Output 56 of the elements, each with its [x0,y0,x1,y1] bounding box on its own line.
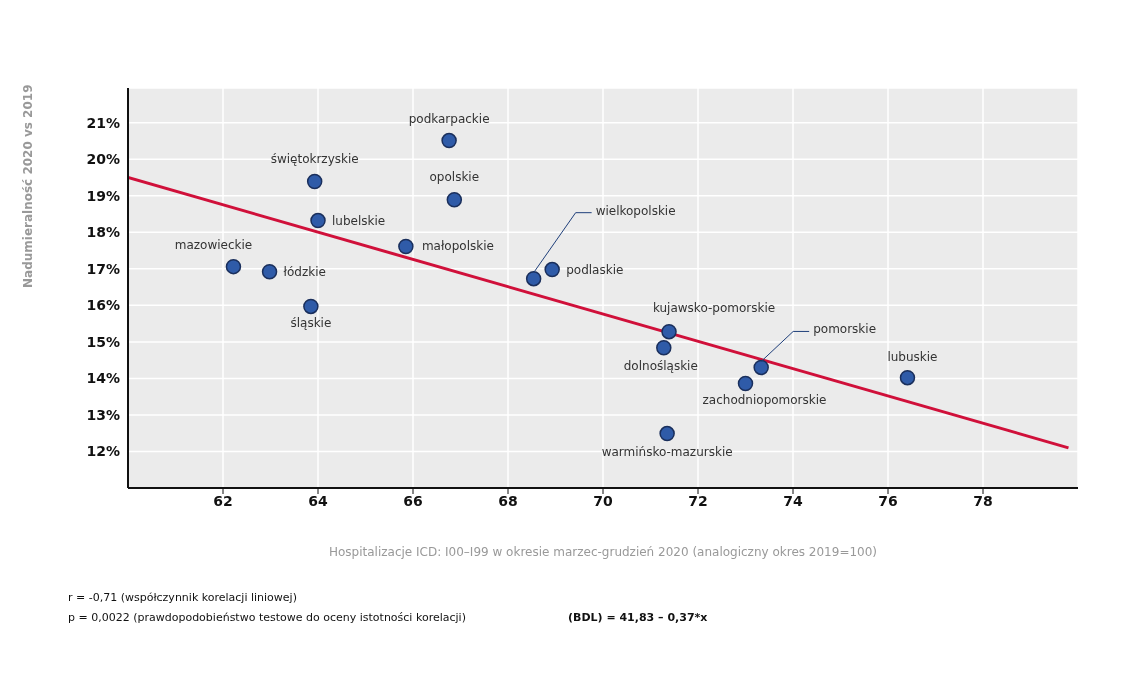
x-tick-label: 72 [688,492,708,509]
point [261,263,278,280]
x-tick-label: 70 [593,492,613,509]
y-tick-label: 14% [86,370,120,387]
y-tick-label: 15% [86,333,120,350]
point [446,192,463,208]
annotation: lubuskie [887,349,938,364]
point [544,261,560,278]
y-tick-label: 13% [86,406,120,423]
y-tick-label: 20% [86,151,120,168]
x-tick-label: 76 [878,492,898,509]
point [525,270,542,287]
point [306,173,323,190]
point [737,375,754,392]
x-tick-label: 74 [783,492,803,509]
annotation: warmińsko-mazurskie [601,444,733,459]
point [303,298,319,315]
annotation: małopolskie [421,238,494,253]
annotation: łódzkie [283,264,326,279]
point [661,323,677,340]
point [310,212,326,229]
point [659,425,675,442]
text: r = -0,71 (współczynnik korelacji liniowej) [68,590,298,606]
y-axis-title: Nadumieralność 2020 vs 2019 [21,84,36,288]
x-tick-label: 62 [213,492,233,509]
x-tick-label: 64 [308,492,328,509]
y-tick-label: 17% [86,260,120,277]
x-tick-label: 78 [973,492,993,509]
annotation: podlaskie [566,262,624,277]
point [753,359,769,376]
x-tick-label: 68 [498,492,518,509]
annotation: wielkopolskie [595,203,676,218]
annotation: pomorskie [813,322,877,337]
annotation: kujawsko-pomorskie [652,300,776,315]
annotation: podkarpackie [408,111,490,126]
text: (BDL) = 41,83 – 0,37*x [568,610,709,626]
y-tick-label: 16% [86,297,120,314]
annotation: zachodniopomorskie [702,392,827,407]
point [398,238,414,255]
annotation: mazowieckie [174,237,253,252]
annotation: śląskie [290,316,332,331]
text: p = 0,0022 (prawdopodobieństwo testowe do oceny istotności korelacji) [68,610,466,626]
y-tick-label: 19% [86,187,120,204]
x-tick-label: 66 [403,492,423,509]
annotation: opolskie [429,169,480,184]
y-tick-label: 21% [86,114,120,131]
point [656,339,672,356]
point [225,258,242,275]
x-axis-title: Hospitalizacje ICD: I00–I99 w okresie marzec-grudzień 2020 (analogiczny okres 2019=100) [328,545,878,559]
annotation: lubelskie [332,213,386,228]
point [899,369,916,386]
annotation: świętokrzyskie [270,151,359,166]
y-tick-label: 18% [86,224,120,241]
annotation: dolnośląskie [623,358,698,373]
y-tick-label: 12% [86,443,120,460]
point [441,132,457,149]
